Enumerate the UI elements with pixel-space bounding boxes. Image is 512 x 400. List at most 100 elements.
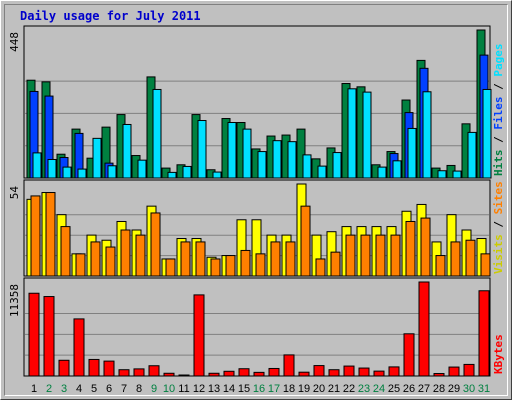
- bar-pages-day-31: [482, 88, 492, 179]
- x-tick-label-day-25: 25: [388, 383, 400, 395]
- bar-kbytes-day-30: [463, 363, 475, 377]
- x-tick-label-day-20: 20: [313, 383, 325, 395]
- legends: Hits / Files / Pages Visits / Sites KBytes: [492, 44, 505, 375]
- bar-sites-day-10: [165, 258, 176, 277]
- bar-sites-day-9: [150, 212, 161, 277]
- x-tick-label-day-28: 28: [433, 383, 445, 395]
- bar-sites-day-21: [330, 251, 341, 277]
- bar-kbytes-day-3: [58, 359, 70, 377]
- bar-sites-day-20: [315, 258, 326, 277]
- bar-pages-day-28: [437, 170, 447, 179]
- bar-pages-day-18: [287, 141, 297, 179]
- legend-item-visits: Visits: [492, 234, 505, 274]
- x-tick-label-day-7: 7: [121, 383, 127, 395]
- x-tick-label-day-17: 17: [268, 383, 280, 395]
- x-tick-label-day-19: 19: [298, 383, 310, 395]
- x-tick-label-day-6: 6: [106, 383, 112, 395]
- bar-kbytes-day-29: [448, 366, 460, 377]
- bar-kbytes-day-8: [133, 368, 145, 377]
- bar-kbytes-day-5: [88, 358, 100, 377]
- bar-pages-day-24: [377, 166, 387, 179]
- bar-sites-day-18: [285, 241, 296, 277]
- x-tick-label-day-26: 26: [403, 383, 415, 395]
- bar-sites-day-11: [180, 241, 191, 277]
- bar-kbytes-day-6: [103, 360, 115, 377]
- bar-sites-day-24: [375, 234, 386, 277]
- bar-pages-day-21: [332, 152, 342, 179]
- bar-sites-day-1: [30, 195, 41, 277]
- x-tick-label-day-1: 1: [31, 383, 37, 395]
- bar-sites-day-29: [450, 241, 461, 277]
- x-tick-label-day-9: 9: [151, 383, 157, 395]
- legend-hits-files-pages: Hits / Files / Pages: [492, 44, 505, 177]
- bar-pages-day-2: [47, 159, 57, 179]
- x-tick-label-day-14: 14: [223, 383, 235, 395]
- bar-sites-day-12: [195, 241, 206, 277]
- x-tick-label-day-4: 4: [76, 383, 82, 395]
- bar-kbytes-day-28: [433, 373, 445, 377]
- bar-kbytes-day-25: [388, 366, 400, 377]
- bar-pages-day-19: [302, 154, 312, 179]
- bar-kbytes-day-14: [223, 370, 235, 377]
- inner-shadow: [4, 4, 508, 396]
- x-tick-label-day-10: 10: [163, 383, 175, 395]
- bar-sites-day-16: [255, 253, 266, 277]
- bar-pages-day-4: [77, 168, 87, 179]
- bar-pages-day-8: [137, 159, 147, 179]
- bar-pages-day-6: [107, 165, 117, 179]
- bar-kbytes-day-26: [403, 333, 415, 377]
- bar-sites-day-26: [405, 220, 416, 277]
- bar-pages-day-22: [347, 88, 357, 179]
- bar-pages-day-11: [182, 165, 192, 179]
- bar-sites-day-5: [90, 241, 101, 277]
- legend-item-files: Files: [492, 97, 505, 130]
- x-tick-label-day-13: 13: [208, 383, 220, 395]
- bar-pages-day-27: [422, 91, 432, 179]
- x-tick-label-day-30: 30: [463, 383, 475, 395]
- bar-sites-day-7: [120, 229, 131, 277]
- bar-kbytes-day-13: [208, 372, 220, 377]
- legend-item-sites: Sites: [492, 181, 505, 214]
- bar-kbytes-day-7: [118, 369, 130, 377]
- legend-item-kbytes: KBytes: [492, 334, 505, 374]
- bar-pages-day-13: [212, 171, 222, 179]
- bar-kbytes-day-20: [313, 365, 325, 377]
- bar-pages-day-26: [407, 127, 417, 179]
- x-tick-label-day-3: 3: [61, 383, 67, 395]
- bar-pages-day-14: [227, 122, 237, 179]
- bar-pages-day-7: [122, 123, 132, 179]
- bar-kbytes-day-1: [28, 292, 40, 377]
- bar-kbytes-day-12: [193, 294, 205, 377]
- bar-sites-day-8: [135, 234, 146, 277]
- bar-kbytes-day-31: [478, 290, 490, 377]
- legend-visits-sites: Visits / Sites: [492, 181, 505, 274]
- bar-sites-day-31: [480, 253, 491, 277]
- bar-kbytes-day-11: [178, 374, 190, 377]
- x-tick-label-day-27: 27: [418, 383, 430, 395]
- x-tick-label-day-21: 21: [328, 383, 340, 395]
- bar-sites-day-4: [75, 253, 86, 277]
- bar-kbytes-day-22: [343, 365, 355, 377]
- x-tick-label-day-16: 16: [253, 383, 265, 395]
- x-tick-label-day-23: 23: [358, 383, 370, 395]
- bar-kbytes-day-9: [148, 365, 160, 377]
- bar-pages-day-12: [197, 120, 207, 179]
- bar-hits-day-19: [296, 128, 306, 179]
- x-axis-labels: 1 2 3 4 5 6 7 8 9 10 11 12 13 14 15 16 17 18 19 20 21 22 23 24 2…: [31, 383, 490, 395]
- y-max-label-kbytes: 11358: [8, 284, 21, 317]
- bar-pages-day-16: [257, 151, 267, 179]
- bar-pages-day-9: [152, 88, 162, 179]
- bar-kbytes-day-21: [328, 369, 340, 377]
- bar-kbytes-day-18: [283, 354, 295, 377]
- bar-sites-day-6: [105, 246, 116, 277]
- x-tick-label-day-22: 22: [343, 383, 355, 395]
- inner-highlight: [4, 4, 508, 396]
- bar-pages-day-25: [392, 160, 402, 179]
- bar-pages-day-20: [317, 165, 327, 179]
- bar-kbytes-day-24: [373, 370, 385, 377]
- bar-pages-day-3: [62, 166, 72, 179]
- bar-pages-day-29: [452, 170, 462, 179]
- bar-sites-day-30: [465, 239, 476, 277]
